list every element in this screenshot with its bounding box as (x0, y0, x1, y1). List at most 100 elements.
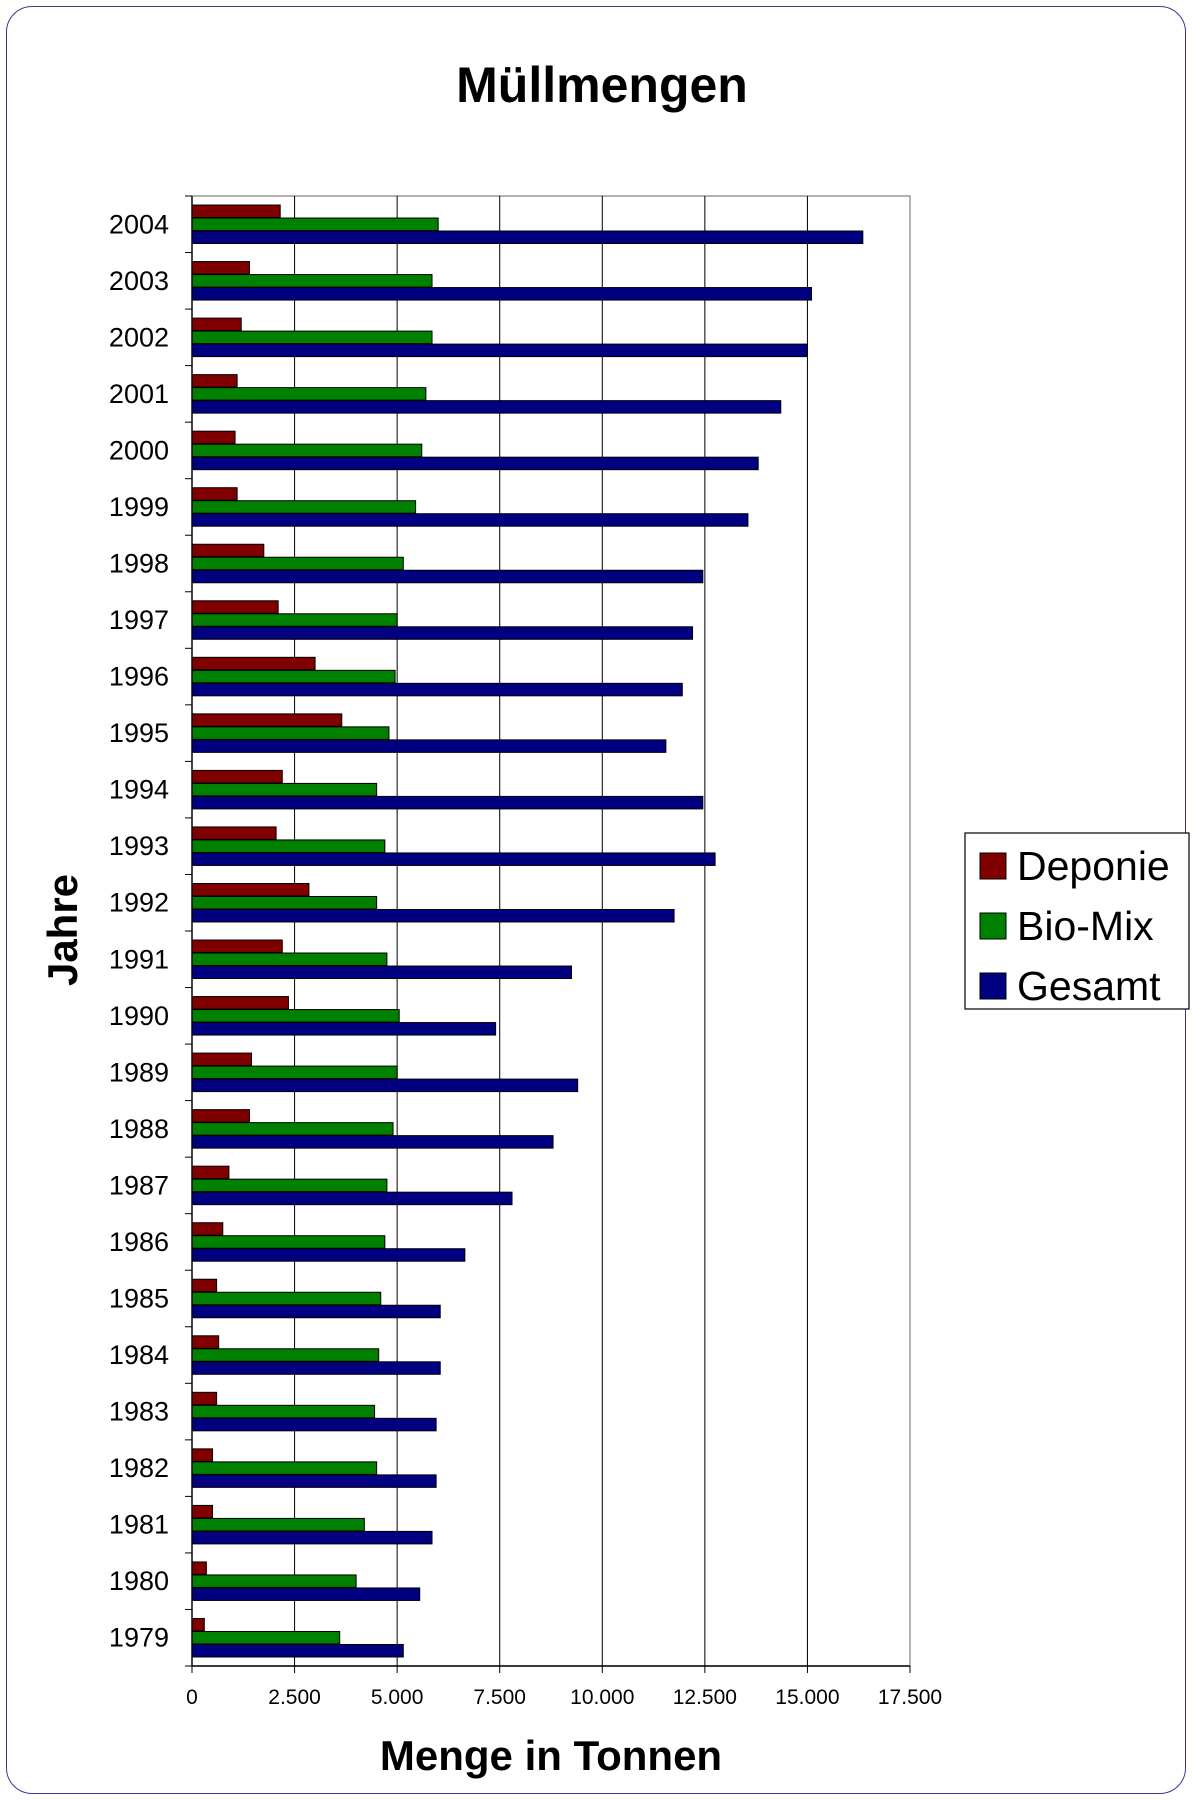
bar-deponie-1988 (191, 1109, 250, 1123)
chart-title: Müllmengen (456, 57, 748, 113)
y-tick-label-1987: 1987 (109, 1170, 169, 1200)
bar-deponie-1984 (191, 1335, 220, 1349)
bar-deponie-1989 (191, 1052, 252, 1067)
bar-deponie-2000 (191, 430, 236, 445)
bar-deponie-1985 (191, 1278, 218, 1293)
y-tick-label-1980: 1980 (109, 1566, 169, 1596)
bar-deponie-1991 (191, 939, 283, 954)
bar-bio-mix-1993 (191, 839, 386, 853)
y-tick-label-1996: 1996 (109, 662, 169, 692)
bar-gesamt-1985 (191, 1304, 441, 1319)
bar-deponie-1994 (191, 769, 283, 784)
bar-gesamt-1994 (191, 795, 704, 810)
bar-bio-mix-1987 (191, 1178, 388, 1193)
bar-gesamt-1990 (191, 1022, 497, 1036)
bar-bio-mix-1996 (191, 669, 396, 684)
y-tick-label-2004: 2004 (109, 209, 169, 239)
bar-bio-mix-1981 (191, 1517, 365, 1532)
bar-deponie-1980 (191, 1561, 207, 1575)
bar-bio-mix-1989 (191, 1065, 398, 1080)
legend-label-deponie: Deponie (1017, 843, 1170, 889)
bar-gesamt-2001 (191, 400, 782, 414)
y-tick-label-1992: 1992 (109, 888, 169, 918)
legend: Deponie Bio-Mix Gesamt (964, 832, 1190, 1010)
bar-bio-mix-1994 (191, 782, 378, 797)
bar-bio-mix-2002 (191, 330, 433, 345)
bar-deponie-1979 (191, 1617, 205, 1632)
bar-gesamt-2004 (191, 230, 864, 245)
x-tick-label-7500: 7.500 (473, 1686, 526, 1709)
bar-gesamt-1995 (191, 739, 667, 753)
y-tick-label-1988: 1988 (109, 1114, 169, 1144)
bar-gesamt-1992 (191, 908, 675, 923)
y-tick-label-1994: 1994 (109, 775, 169, 805)
y-tick-label-1995: 1995 (109, 718, 169, 748)
y-tick-label-1989: 1989 (109, 1057, 169, 1087)
bar-gesamt-2000 (191, 456, 759, 471)
bar-gesamt-1991 (191, 965, 573, 980)
y-axis-title: Jahre (39, 874, 86, 986)
bar-bio-mix-1984 (191, 1348, 380, 1362)
bar-gesamt-1989 (191, 1078, 579, 1093)
bar-gesamt-1999 (191, 513, 749, 527)
bar-bio-mix-1990 (191, 1009, 400, 1023)
bar-deponie-1998 (191, 543, 265, 558)
y-tick-label-2001: 2001 (109, 379, 169, 409)
x-tick-label-17500: 17.500 (878, 1686, 942, 1709)
bar-deponie-1990 (191, 996, 289, 1010)
bar-gesamt-1979 (191, 1643, 404, 1658)
y-tick-label-1999: 1999 (109, 492, 169, 522)
y-tick-label-1983: 1983 (109, 1397, 169, 1427)
bar-gesamt-1983 (191, 1417, 437, 1432)
bar-deponie-1987 (191, 1165, 230, 1180)
bar-deponie-1997 (191, 600, 279, 614)
bar-deponie-1986 (191, 1222, 224, 1236)
bar-bio-mix-1999 (191, 500, 417, 514)
legend-label-gesamt: Gesamt (1017, 963, 1161, 1009)
bar-deponie-2004 (191, 204, 281, 219)
bar-gesamt-1993 (191, 852, 716, 866)
x-tick-label-0: 0 (186, 1686, 198, 1709)
bar-bio-mix-1986 (191, 1235, 386, 1249)
y-tick-label-1991: 1991 (109, 944, 169, 974)
bar-deponie-1995 (191, 713, 343, 727)
y-tick-label-2000: 2000 (109, 435, 169, 465)
y-tick-label-1985: 1985 (109, 1284, 169, 1314)
x-tick-label-5000: 5.000 (371, 1686, 424, 1709)
bar-deponie-1983 (191, 1391, 218, 1406)
bar-gesamt-1986 (191, 1248, 466, 1262)
bar-deponie-1992 (191, 882, 310, 897)
y-tick-label-1981: 1981 (109, 1510, 169, 1540)
bar-deponie-1999 (191, 487, 238, 501)
bar-gesamt-1984 (191, 1361, 441, 1375)
y-tick-label-1998: 1998 (109, 549, 169, 579)
y-tick-label-1993: 1993 (109, 831, 169, 861)
bar-gesamt-1980 (191, 1587, 421, 1601)
plot-area: 2004 2003 2002 2001 2000 1999 1998 1997 1996 1995… (109, 195, 942, 1709)
x-tick-label-10000: 10.000 (570, 1686, 634, 1709)
bar-bio-mix-1988 (191, 1122, 394, 1136)
bar-bio-mix-2003 (191, 274, 433, 288)
bar-gesamt-1998 (191, 569, 704, 584)
bar-gesamt-2003 (191, 287, 813, 301)
bar-bio-mix-2004 (191, 217, 439, 232)
bar-deponie-2001 (191, 374, 238, 388)
bar-bio-mix-2001 (191, 387, 427, 401)
bar-bio-mix-1983 (191, 1404, 376, 1419)
bar-gesamt-2002 (191, 343, 808, 358)
bar-bio-mix-1998 (191, 556, 404, 571)
bar-bio-mix-1980 (191, 1574, 357, 1588)
bar-deponie-2003 (191, 261, 250, 275)
y-tick-label-1986: 1986 (109, 1227, 169, 1257)
legend-swatch-deponie (979, 852, 1007, 880)
y-tick-label-2002: 2002 (109, 322, 169, 352)
y-tick-label-1979: 1979 (109, 1623, 169, 1653)
bar-deponie-2002 (191, 317, 242, 332)
plot-border (191, 195, 911, 1667)
x-tick-label-2500: 2.500 (268, 1686, 321, 1709)
bar-bio-mix-1991 (191, 952, 388, 967)
bar-bio-mix-1979 (191, 1630, 341, 1645)
x-tick-label-15000: 15.000 (775, 1686, 839, 1709)
bar-gesamt-1982 (191, 1474, 437, 1488)
